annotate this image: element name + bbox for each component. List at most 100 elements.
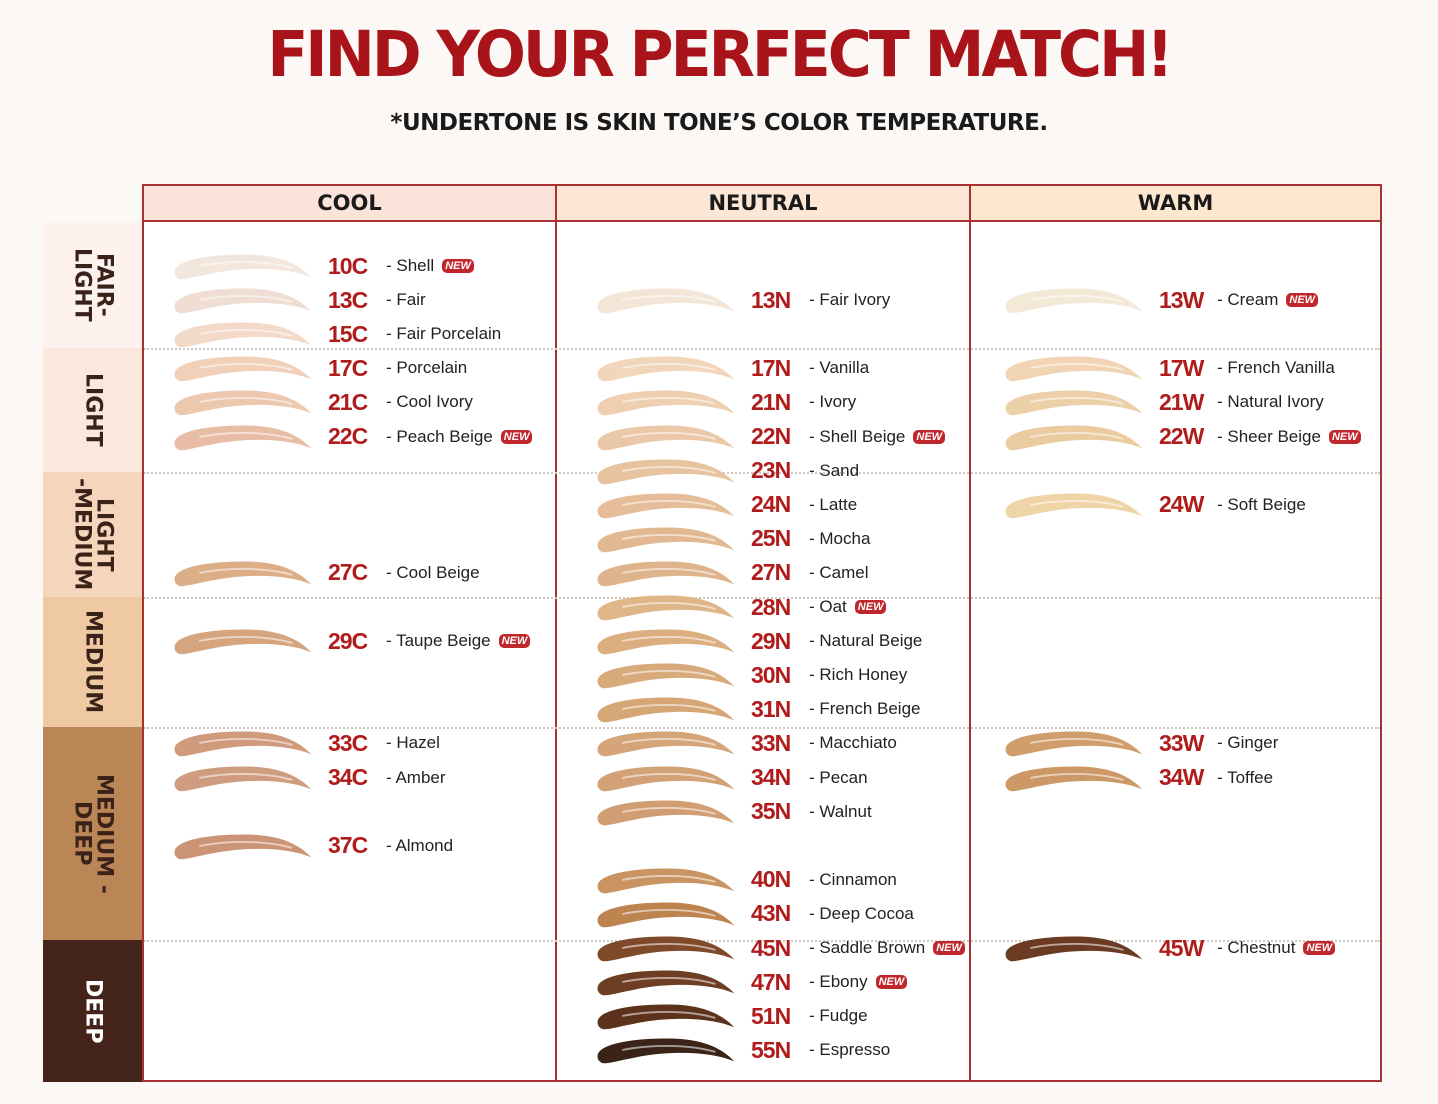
swatch-icon	[597, 561, 735, 587]
shade-item-35n: 35N - Walnut	[591, 795, 872, 829]
shade-item-15c: 15C - Fair Porcelain	[168, 317, 501, 351]
row-separator	[144, 597, 1380, 599]
shade-name: - Toffee	[1217, 767, 1274, 787]
shade-name: - Fair	[386, 290, 426, 310]
category-fair-light: FAIR- LIGHT	[43, 222, 142, 348]
shade-code: 24N	[751, 491, 791, 518]
shade-name: - Macchiato	[809, 733, 897, 753]
shade-code: 47N	[751, 968, 791, 995]
shade-item-28n: 28N - Oat NEW	[591, 590, 887, 624]
column-divider	[969, 186, 971, 1080]
row-separator	[144, 727, 1380, 729]
swatch-icon	[174, 766, 312, 791]
shade-name: - Ebony	[809, 972, 868, 992]
shade-item-24n: 24N - Latte	[591, 488, 857, 522]
shade-code: 22W	[1159, 423, 1204, 449]
swatch-icon	[597, 595, 735, 621]
category-medium: MEDIUM	[43, 597, 142, 727]
shade-code: 34C	[328, 764, 368, 790]
shade-item-34n: 34N - Pecan	[591, 761, 868, 795]
shade-name: - Walnut	[809, 801, 872, 821]
new-badge: NEW	[442, 259, 474, 273]
swatch-icon	[597, 493, 735, 518]
swatch-icon	[174, 288, 312, 314]
shade-name: - Pecan	[809, 767, 868, 787]
shade-name: - Cream	[1217, 290, 1279, 310]
shade-item-22c: 22C - Peach Beige NEW	[168, 420, 533, 454]
page-title: FIND YOUR PERFECT MATCH!	[267, 18, 1173, 92]
swatch-icon	[1005, 493, 1143, 518]
shade-item-17w: 17W - French Vanilla	[999, 351, 1335, 385]
shade-item-34c: 34C - Amber	[168, 761, 446, 795]
swatch-icon	[1005, 766, 1143, 791]
category-deep: DEEP	[43, 940, 142, 1082]
shade-name: - Saddle Brown	[809, 938, 926, 957]
swatch-icon	[597, 731, 735, 757]
shade-code: 29N	[751, 627, 791, 654]
column-divider	[555, 186, 557, 1080]
shade-code: 13W	[1159, 286, 1204, 313]
shade-code: 27N	[751, 559, 791, 586]
shade-item-47n: 47N - Ebony NEW	[591, 965, 908, 999]
new-badge: NEW	[854, 600, 887, 614]
shade-name: - Rich Honey	[809, 665, 908, 685]
swatch-icon	[597, 868, 735, 894]
column-header-cool: COOL	[144, 186, 555, 222]
shade-item-45w: 45W - Chestnut NEW	[999, 931, 1336, 965]
column-header-neutral: NEUTRAL	[557, 186, 969, 222]
new-badge: NEW	[500, 429, 533, 444]
shade-code: 51N	[751, 1002, 791, 1029]
category-light-medium: LIGHT -MEDIUM	[43, 472, 142, 597]
shade-item-13c: 13C - Fair	[168, 283, 426, 317]
shade-name: - Amber	[386, 767, 446, 787]
swatch-icon	[597, 902, 735, 928]
shade-item-40n: 40N - Cinnamon	[591, 863, 897, 897]
swatch-icon	[174, 254, 312, 280]
shade-item-21n: 21N - Ivory	[591, 385, 856, 419]
page-subtitle: *UNDERTONE IS SKIN TONE’S COLOR TEMPERAT…	[390, 110, 1048, 136]
shade-code: 35N	[751, 798, 791, 825]
shade-name: - Fair Ivory	[809, 290, 891, 310]
shade-item-17c: 17C - Porcelain	[168, 351, 467, 385]
swatch-icon	[597, 527, 735, 553]
swatch-icon	[597, 697, 735, 723]
shade-name: - French Beige	[809, 699, 921, 719]
swatch-icon	[597, 356, 735, 382]
swatch-icon	[174, 629, 312, 655]
shade-code: 21W	[1159, 388, 1204, 415]
shade-code: 17C	[328, 354, 368, 381]
category-label: MEDIUM - DEEP	[69, 773, 117, 894]
shade-name: - Natural Beige	[809, 631, 923, 651]
swatch-icon	[597, 425, 735, 450]
swatch-icon	[597, 1004, 735, 1030]
shade-item-33c: 33C - Hazel	[168, 726, 440, 760]
swatch-icon	[597, 1038, 735, 1064]
shade-name: - Soft Beige	[1217, 494, 1306, 514]
swatch-icon	[1005, 425, 1143, 450]
shade-code: 40N	[751, 866, 791, 893]
shade-code: 25N	[751, 525, 791, 552]
shade-code: 29C	[328, 627, 368, 654]
shade-item-21w: 21W - Natural Ivory	[999, 385, 1324, 419]
new-badge: NEW	[933, 941, 965, 955]
shade-code: 22C	[328, 423, 368, 449]
category-label: FAIR- LIGHT	[69, 248, 117, 322]
shade-item-45n: 45N - Saddle Brown NEW	[591, 931, 965, 965]
new-badge: NEW	[1303, 941, 1336, 955]
shade-code: 33N	[751, 729, 791, 756]
shade-name: - Cinnamon	[809, 869, 897, 889]
shade-item-31n: 31N - French Beige	[591, 692, 921, 726]
shade-item-29n: 29N - Natural Beige	[591, 624, 922, 658]
shade-name: - Taupe Beige	[386, 631, 491, 651]
shade-name: - Sheer Beige	[1217, 426, 1321, 446]
shade-name: - Sand	[809, 460, 860, 480]
shade-name: - Chestnut	[1217, 938, 1296, 957]
swatch-icon	[174, 425, 312, 450]
shade-item-13n: 13N - Fair Ivory	[591, 283, 890, 317]
swatch-icon	[174, 731, 312, 757]
new-badge: NEW	[1328, 429, 1361, 444]
shade-code: 15C	[328, 320, 368, 347]
shade-code: 37C	[328, 832, 368, 859]
shade-name: - Shell Beige	[809, 426, 906, 446]
category-label: MEDIUM	[80, 610, 106, 714]
